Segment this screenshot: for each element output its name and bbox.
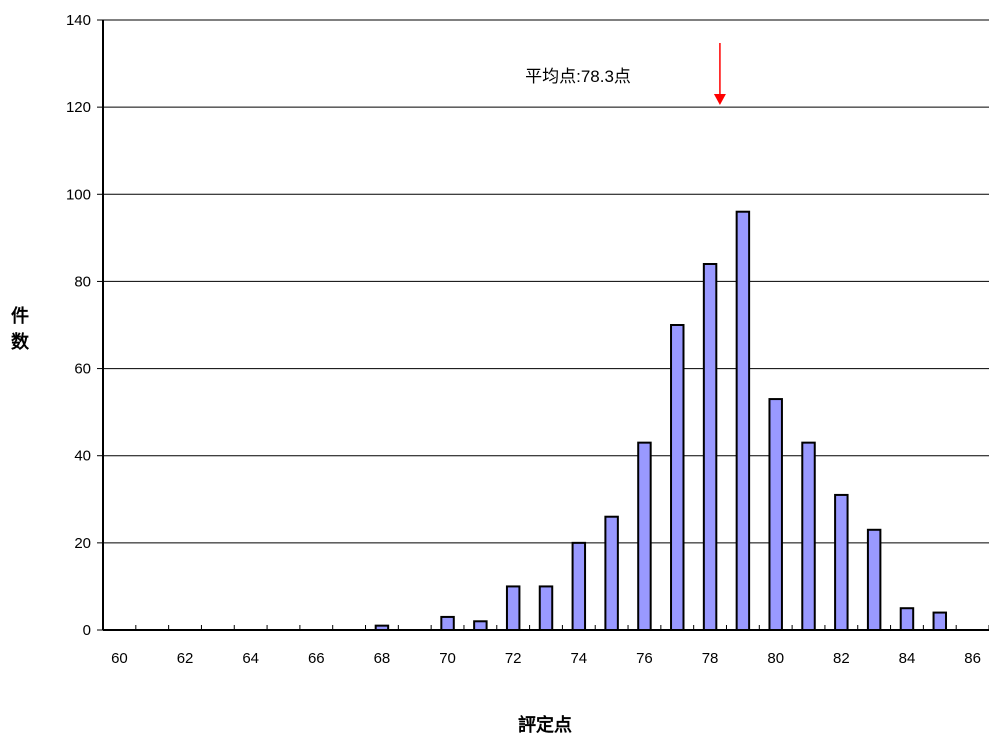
x-tick-label: 64 <box>242 650 259 667</box>
bar <box>637 441 652 631</box>
bar <box>571 541 587 631</box>
x-tick-label: 72 <box>505 650 522 667</box>
axes <box>102 20 989 631</box>
mean-annotation-label: 平均点:78.3点 <box>525 67 631 86</box>
x-tick-label: 86 <box>964 650 981 667</box>
bar <box>440 615 455 632</box>
x-tick-label: 82 <box>833 650 850 667</box>
x-tick-label: 70 <box>439 650 456 667</box>
bar <box>866 528 882 631</box>
y-tick-label: 80 <box>74 273 91 290</box>
x-tick-label: 78 <box>702 650 719 667</box>
bar <box>505 585 521 632</box>
bar <box>801 441 816 631</box>
bar <box>473 620 488 631</box>
y-axis-title-char-2: 数 <box>11 331 30 352</box>
y-axis-ticks: 0 20 40 60 80 100 120 140 <box>66 12 103 639</box>
y-tick-label: 120 <box>66 99 91 116</box>
y-axis-title-char-1: 件 <box>11 305 29 326</box>
x-axis-title: 評定点 <box>518 714 572 735</box>
bar <box>604 515 619 632</box>
x-tick-label: 84 <box>899 650 916 667</box>
mean-arrow-head <box>713 94 726 105</box>
x-tick-label: 74 <box>570 650 587 667</box>
y-tick-label: 140 <box>66 12 91 29</box>
x-tick-label: 60 <box>111 650 128 667</box>
bar <box>899 607 915 632</box>
x-tick-label: 68 <box>374 650 391 667</box>
y-tick-label: 40 <box>74 448 91 465</box>
bar <box>670 324 685 631</box>
gridlines <box>103 19 989 544</box>
bars <box>374 210 948 632</box>
bar <box>834 493 849 631</box>
bar <box>768 398 783 632</box>
x-tick-label: 76 <box>636 650 653 667</box>
x-tick-label: 62 <box>177 650 194 667</box>
y-tick-label: 60 <box>74 361 91 378</box>
bar <box>702 263 718 631</box>
x-axis-ticks: 60 62 64 66 68 70 72 74 76 78 80 82 84 86 <box>102 625 989 667</box>
y-tick-label: 20 <box>74 535 91 552</box>
mean-arrow <box>713 43 726 105</box>
bar <box>932 611 948 631</box>
y-tick-label: 100 <box>66 186 91 203</box>
bar <box>538 585 554 632</box>
y-tick-label: 0 <box>83 622 91 639</box>
x-tick-label: 66 <box>308 650 325 667</box>
x-tick-label: 80 <box>767 650 784 667</box>
bar <box>735 210 751 631</box>
